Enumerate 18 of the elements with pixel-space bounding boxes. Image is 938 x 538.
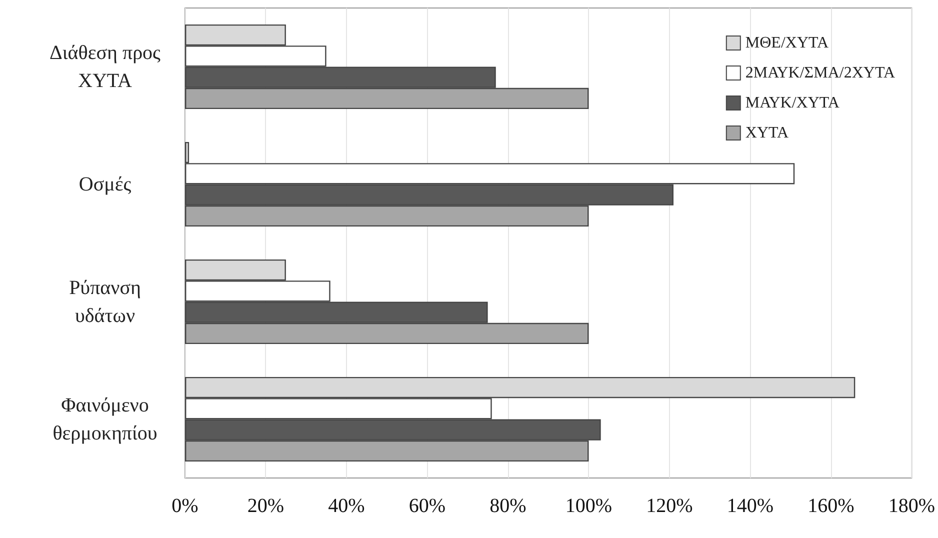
y-tick-label: Διάθεση προς ΧΥΤΑ [50,42,161,92]
x-tick-label: 140% [726,495,774,517]
y-tick-label: Οσμές [78,173,132,196]
x-tick-label: 180% [888,495,936,517]
x-tick-label: 20% [247,495,284,517]
x-tick-label: 0% [172,495,198,517]
x-tick-label: 120% [646,495,693,517]
x-tick-label: 160% [808,495,854,517]
x-tick-label: 40% [328,495,365,517]
legend-label: ΧΥΤΑ [745,124,789,142]
y-tick-label: Φαινόμενο θερμοκηπίου [52,394,158,444]
x-tick-label: 80% [490,495,526,517]
x-tick-label: 60% [408,495,446,517]
legend-label: ΜΑΥΚ/ΧΥΤΑ [745,94,840,112]
legend-label: 2ΜΑΥΚ/ΣΜΑ/2ΧΥΤΑ [745,64,896,82]
x-tick-label: 100% [565,495,612,517]
y-tick-label: Ρύπανση υδάτων [69,276,141,327]
legend-label: ΜΘΕ/ΧΥΤΑ [745,34,829,52]
